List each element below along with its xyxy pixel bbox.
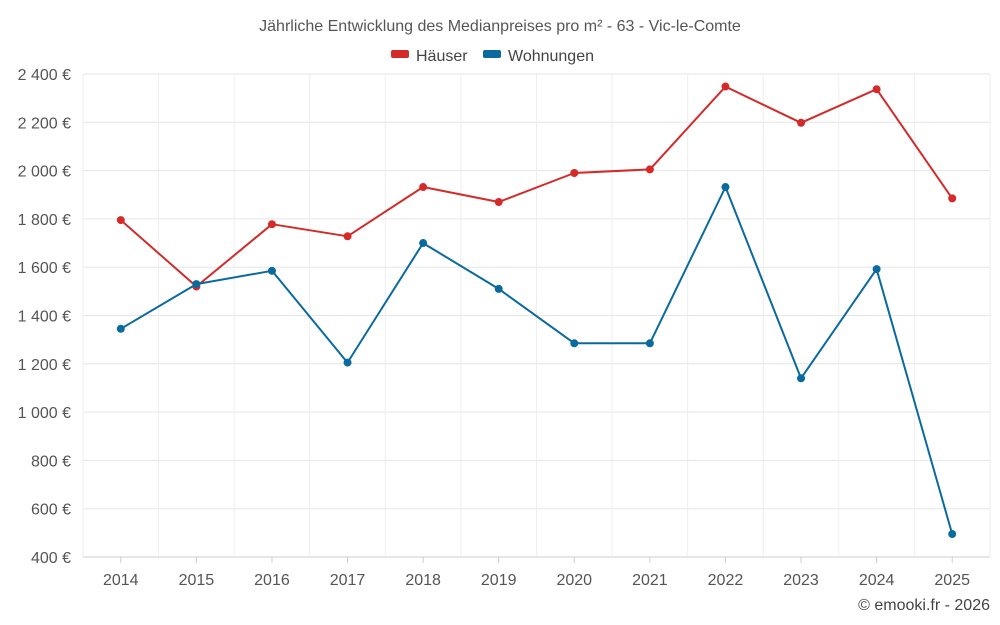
data-point-wohnungen-2019[interactable] — [494, 284, 503, 293]
data-point-wohnungen-2023[interactable] — [797, 374, 806, 383]
x-tick-label: 2014 — [103, 572, 139, 589]
x-axis: 2014 2015 2016 2017 2018 2019 2020 2021 2022 2023… — [103, 557, 970, 589]
data-point-h-user-2024[interactable] — [872, 85, 881, 94]
series-line-h-user — [120, 85, 954, 288]
data-point-wohnungen-2024[interactable] — [872, 265, 881, 274]
y-axis: 400 € 600 € 800 € 1 000 € 1 200 € 1 400 € 1 60… — [18, 67, 71, 567]
data-point-h-user-2025[interactable] — [948, 194, 957, 203]
data-point-h-user-2017[interactable] — [343, 232, 352, 241]
data-point-wohnungen-2016[interactable] — [267, 266, 276, 275]
x-tick-label: 2015 — [179, 572, 215, 589]
y-tick-label: 1 800 € — [18, 212, 71, 229]
data-point-wohnungen-2017[interactable] — [343, 358, 352, 367]
y-tick-label: 2 400 € — [18, 67, 71, 84]
y-tick-label: 800 € — [31, 453, 71, 470]
y-tick-label: 2 200 € — [18, 115, 71, 132]
y-tick-label: 2 000 € — [18, 164, 71, 181]
chart-title: Jährliche Entwicklung des Medianpreises … — [259, 18, 741, 35]
x-tick-label: 2024 — [859, 572, 895, 589]
x-tick-label: 2017 — [330, 572, 366, 589]
x-tick-label: 2025 — [934, 572, 970, 589]
x-tick-label: 2023 — [783, 572, 819, 589]
y-tick-label: 1 000 € — [18, 405, 71, 422]
legend: Häuser Wohnungen — [391, 48, 594, 65]
x-tick-label: 2019 — [481, 572, 517, 589]
data-point-h-user-2018[interactable] — [419, 183, 428, 192]
data-point-h-user-2023[interactable] — [797, 118, 806, 127]
data-point-h-user-2014[interactable] — [116, 216, 125, 225]
data-point-h-user-2020[interactable] — [570, 169, 579, 178]
data-point-wohnungen-2025[interactable] — [948, 530, 957, 539]
legend-item[interactable]: Wohnungen — [508, 48, 594, 65]
data-point-h-user-2019[interactable] — [494, 197, 503, 206]
legend-swatch — [391, 50, 409, 58]
data-point-wohnungen-2018[interactable] — [419, 239, 428, 248]
y-tick-label: 600 € — [31, 502, 71, 519]
x-tick-label: 2018 — [405, 572, 441, 589]
y-tick-label: 1 200 € — [18, 357, 71, 374]
data-point-wohnungen-2015[interactable] — [192, 280, 201, 289]
x-tick-label: 2021 — [632, 572, 668, 589]
y-tick-label: 400 € — [31, 550, 71, 567]
data-point-wohnungen-2014[interactable] — [116, 324, 125, 333]
series-wohnungen — [116, 183, 957, 539]
x-tick-label: 2016 — [254, 572, 290, 589]
data-point-h-user-2016[interactable] — [267, 220, 276, 229]
data-point-wohnungen-2021[interactable] — [645, 339, 654, 348]
series-line-wohnungen — [120, 186, 954, 535]
x-tick-label: 2020 — [556, 572, 592, 589]
legend-item[interactable]: Häuser — [416, 48, 468, 65]
credit-text: © emooki.fr - 2026 — [858, 597, 990, 614]
y-tick-label: 1 400 € — [18, 309, 71, 326]
x-tick-label: 2022 — [708, 572, 744, 589]
y-tick-label: 1 600 € — [18, 260, 71, 277]
data-point-wohnungen-2022[interactable] — [721, 183, 730, 192]
data-point-h-user-2022[interactable] — [721, 82, 730, 91]
data-point-wohnungen-2020[interactable] — [570, 339, 579, 348]
legend-swatch — [483, 50, 501, 58]
data-point-h-user-2021[interactable] — [645, 165, 654, 174]
series-layer — [116, 82, 957, 539]
